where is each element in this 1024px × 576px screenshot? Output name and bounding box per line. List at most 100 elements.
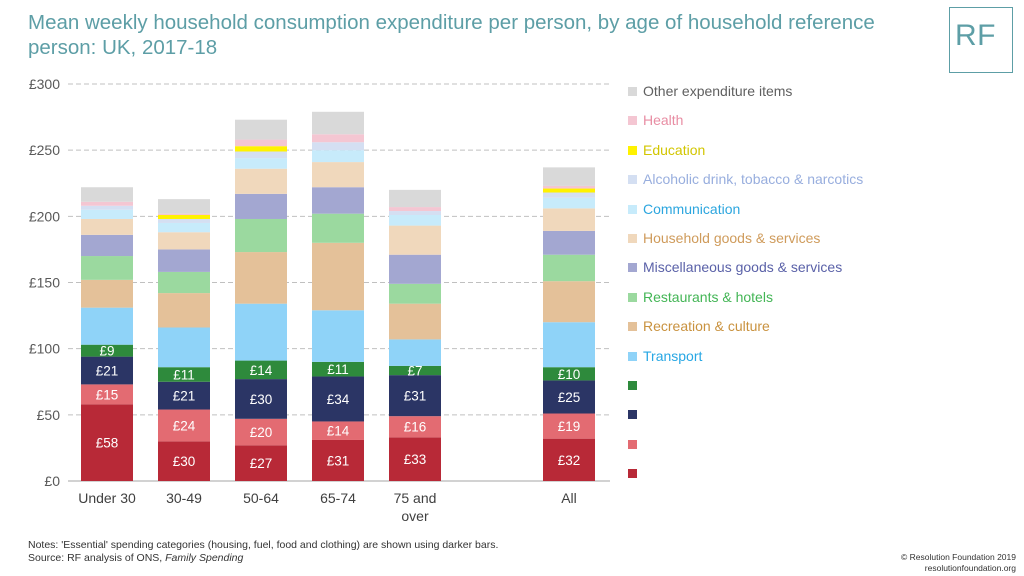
bar-segment (312, 213, 364, 243)
segment-value-label: £14 (250, 363, 273, 378)
bar-segment (235, 303, 287, 361)
bar-segment (158, 381, 210, 410)
x-tick-label: 65-74 (320, 490, 356, 506)
legend-label: Housing: mortgage interest & council tax (643, 435, 895, 452)
bar-segment (235, 119, 287, 140)
source-prefix: Source: RF analysis of ONS, (28, 552, 166, 564)
bar-segment (81, 384, 133, 405)
segment-value-label: £31 (327, 453, 350, 468)
bar-segment (158, 327, 210, 368)
segment-value-label: £30 (173, 454, 196, 469)
bar-segment (81, 356, 133, 385)
bar-segment (543, 380, 595, 414)
bar-segment (389, 339, 441, 366)
legend-label: Miscellaneous goods & services (643, 259, 843, 276)
bar-segment (389, 207, 441, 212)
legend-swatch (628, 175, 637, 185)
bar-segment (158, 367, 210, 382)
chart-notes: Notes: 'Essential' spending categories (… (28, 539, 498, 565)
x-tick-label: Under 30 (78, 490, 136, 506)
bar-segment (312, 310, 364, 362)
rf-logo-text: RF (955, 19, 996, 52)
bar-segment (389, 283, 441, 304)
bar-segment (389, 437, 441, 481)
segment-value-label: £10 (558, 367, 581, 382)
bar-segment (543, 197, 595, 209)
bar-segment (543, 185, 595, 189)
segment-value-label: £21 (173, 389, 196, 404)
bar-segment (389, 303, 441, 340)
bar-segment (158, 218, 210, 223)
legend-label: Education (643, 141, 706, 158)
segment-value-label: £30 (250, 392, 273, 407)
legend-label: Restaurants & hotels (643, 288, 773, 305)
chart-title: Mean weekly household consumption expend… (28, 11, 875, 59)
bar-segment (158, 293, 210, 328)
bar-segment (389, 211, 441, 216)
legend-label: Clothing & footwear (643, 377, 766, 393)
bar-segment (235, 360, 287, 380)
bar-segment (81, 201, 133, 206)
legend-label: Health (643, 112, 684, 129)
legend-swatch (628, 439, 637, 449)
bar-segment (81, 307, 133, 345)
legend-label: Communication (643, 200, 741, 217)
y-tick-label: £0 (44, 473, 60, 489)
legend-label: Food & non-alcoholic drinks (643, 406, 816, 423)
bar-segment (158, 222, 210, 233)
segment-value-label: £58 (96, 436, 119, 451)
legend-swatch (628, 204, 637, 214)
segment-value-label: £11 (173, 367, 195, 382)
bar-segment (235, 445, 287, 481)
segment-value-label: £15 (96, 387, 119, 402)
bar-segment (389, 375, 441, 417)
legend-swatch (628, 381, 637, 390)
bar-segment (312, 242, 364, 311)
bar-segment (81, 234, 133, 257)
bar-segment (389, 225, 441, 255)
segment-value-label: £7 (407, 364, 422, 379)
segment-labels: £58 £15 £21 £9 £30 £24 £21 £11 £27 £20 £30 £14 £31 £1… (96, 344, 581, 471)
bar-segment (81, 404, 133, 481)
segment-value-label: £9 (99, 344, 114, 359)
bar-segment (81, 218, 133, 235)
credit: © Resolution Foundation 2019 resolutionf… (901, 552, 1016, 574)
credit-line-1: © Resolution Foundation 2019 (901, 552, 1016, 562)
bar-segment (543, 208, 595, 231)
segment-value-label: £25 (558, 390, 581, 405)
bar-segments (81, 111, 595, 481)
source-italic: Family Spending (165, 552, 244, 564)
legend-label: Alcoholic drink, tobacco & narcotics (643, 171, 864, 188)
legend-label: Transport (643, 347, 703, 364)
bar-segment (312, 134, 364, 143)
bar-segment (389, 254, 441, 284)
bar-segment (543, 192, 595, 198)
notes-line: Notes: 'Essential' spending categories (… (28, 539, 499, 551)
legend-label: Recreation & culture (643, 318, 770, 335)
bar-segment (312, 376, 364, 422)
bar-segment (389, 215, 441, 226)
x-axis-ticks: Under 30 30-49 50-64 65-74 75 and over All (78, 490, 577, 524)
bar-segment (81, 344, 133, 357)
x-tick-label: 75 and (394, 490, 437, 506)
legend-swatch (628, 322, 637, 332)
x-tick-label: over (401, 508, 429, 524)
legend-swatch (628, 116, 637, 126)
bar-segment (235, 218, 287, 253)
bar-segment (235, 151, 287, 159)
bar-segment (235, 418, 287, 446)
bar-segment (235, 193, 287, 219)
legend-swatch (628, 351, 637, 361)
bar-segment (543, 167, 595, 186)
x-tick-label: All (561, 490, 577, 506)
segment-value-label: £20 (250, 425, 273, 440)
bar-segment (81, 205, 133, 210)
segment-value-label: £27 (250, 456, 273, 471)
bar-segment (389, 365, 441, 376)
segment-value-label: £11 (327, 362, 349, 377)
y-axis-ticks: £0 £50 £100 £150 £200 £250 £300 (29, 76, 60, 489)
bar-segment (235, 379, 287, 419)
y-tick-label: £50 (37, 407, 61, 423)
bar-segment (312, 162, 364, 188)
segment-value-label: £32 (558, 453, 581, 468)
